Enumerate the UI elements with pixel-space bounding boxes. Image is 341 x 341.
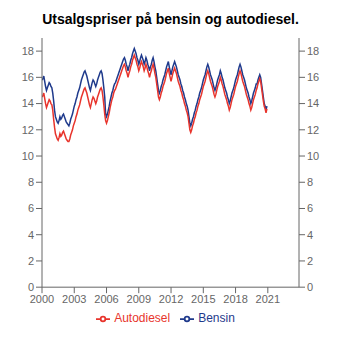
svg-text:6: 6 bbox=[28, 202, 34, 214]
svg-text:4: 4 bbox=[307, 229, 313, 241]
svg-text:2018: 2018 bbox=[223, 293, 247, 305]
svg-text:2006: 2006 bbox=[94, 293, 118, 305]
svg-text:10: 10 bbox=[307, 150, 319, 162]
svg-text:14: 14 bbox=[307, 97, 319, 109]
svg-text:0: 0 bbox=[307, 281, 313, 293]
svg-text:14: 14 bbox=[22, 97, 34, 109]
svg-text:18: 18 bbox=[307, 45, 319, 57]
svg-text:2000: 2000 bbox=[30, 293, 54, 305]
html-text:Bensin: Bensin bbox=[198, 311, 235, 326]
svg-text:12: 12 bbox=[307, 124, 319, 136]
svg-text:2021: 2021 bbox=[256, 293, 280, 305]
svg-text:6: 6 bbox=[307, 202, 313, 214]
svg-text:0: 0 bbox=[28, 281, 34, 293]
html-text:Autodiesel: Autodiesel bbox=[114, 311, 171, 326]
svg-text:2012: 2012 bbox=[159, 293, 183, 305]
svg-text:2003: 2003 bbox=[62, 293, 86, 305]
svg-text:2015: 2015 bbox=[191, 293, 215, 305]
svg-text:8: 8 bbox=[28, 176, 34, 188]
svg-text:4: 4 bbox=[28, 229, 34, 241]
svg-text:2: 2 bbox=[28, 255, 34, 267]
svg-text:8: 8 bbox=[307, 176, 313, 188]
svg-text:18: 18 bbox=[22, 45, 34, 57]
svg-text:16: 16 bbox=[22, 71, 34, 83]
svg-text:10: 10 bbox=[22, 150, 34, 162]
svg-text:2: 2 bbox=[307, 255, 313, 267]
svg-text:2009: 2009 bbox=[127, 293, 151, 305]
svg-text:12: 12 bbox=[22, 124, 34, 136]
svg-text:16: 16 bbox=[307, 71, 319, 83]
html-text:Utsalgspriser på bensin og aut: Utsalgspriser på bensin og autodiesel. bbox=[42, 11, 299, 27]
